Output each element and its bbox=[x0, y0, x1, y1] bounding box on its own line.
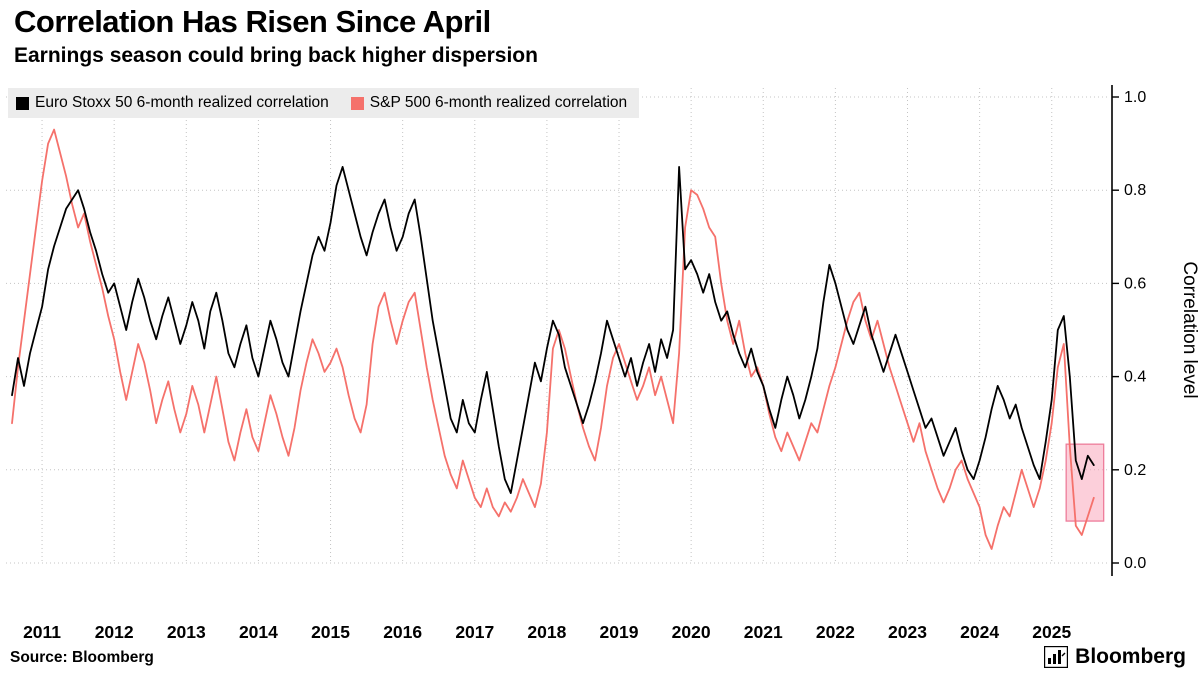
x-tick-label: 2021 bbox=[744, 622, 783, 642]
y-tick-label: 1.0 bbox=[1124, 89, 1146, 106]
x-tick-label: 2022 bbox=[816, 622, 855, 642]
x-tick-label: 2017 bbox=[455, 622, 494, 642]
bloomberg-chart-icon bbox=[1044, 646, 1069, 668]
x-tick-label: 2013 bbox=[167, 622, 206, 642]
x-tick-label: 2020 bbox=[672, 622, 711, 642]
euro-stoxx-swatch-icon bbox=[16, 96, 29, 110]
legend-label-euro-stoxx: Euro Stoxx 50 6-month realized correlati… bbox=[35, 94, 329, 111]
y-tick-label: 0.4 bbox=[1124, 369, 1146, 386]
chart-title: Correlation Has Risen Since April bbox=[14, 4, 491, 39]
legend-item-sp500: S&P 500 6-month realized correlation bbox=[350, 94, 628, 112]
legend-label-sp500: S&P 500 6-month realized correlation bbox=[369, 94, 628, 111]
y-axis-label: Correlation level bbox=[1179, 261, 1200, 398]
bloomberg-logo-text: Bloomberg bbox=[1075, 645, 1186, 668]
source-attribution: Source: Bloomberg bbox=[10, 649, 154, 666]
x-tick-label: 2023 bbox=[888, 622, 927, 642]
y-tick-label: 0.0 bbox=[1124, 555, 1146, 572]
sp500-swatch-icon bbox=[350, 96, 364, 110]
chart-subtitle: Earnings season could bring back higher … bbox=[14, 44, 538, 67]
legend: Euro Stoxx 50 6-month realized correlati… bbox=[8, 88, 640, 118]
x-tick-label: 2016 bbox=[383, 622, 422, 642]
x-tick-label: 2011 bbox=[23, 622, 61, 642]
bloomberg-logo: Bloomberg bbox=[1044, 645, 1186, 669]
sp500-line bbox=[11, 128, 1095, 550]
y-tick-label: 0.2 bbox=[1124, 462, 1146, 479]
y-tick-label: 0.8 bbox=[1124, 182, 1146, 199]
x-tick-label: 2019 bbox=[600, 622, 639, 642]
x-tick-label: 2014 bbox=[239, 622, 278, 642]
x-tick-label: 2024 bbox=[960, 622, 999, 642]
x-tick-label: 2012 bbox=[95, 622, 134, 642]
x-tick-label: 2018 bbox=[527, 622, 566, 642]
x-tick-label: 2025 bbox=[1032, 622, 1071, 642]
legend-item-euro-stoxx: Euro Stoxx 50 6-month realized correlati… bbox=[16, 94, 329, 112]
y-tick-label: 0.6 bbox=[1124, 275, 1146, 292]
euro-stoxx-line bbox=[11, 165, 1095, 495]
x-tick-label: 2015 bbox=[311, 622, 350, 642]
